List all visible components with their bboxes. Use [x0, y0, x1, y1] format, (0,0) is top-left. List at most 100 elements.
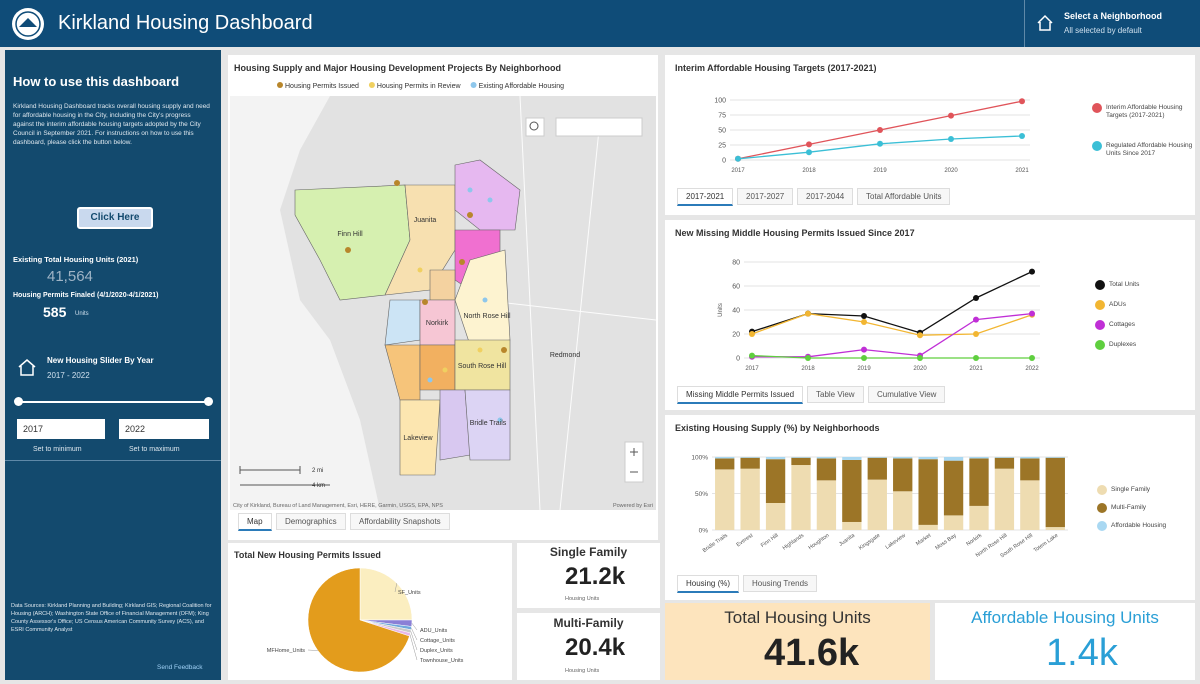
- slider-icon: [18, 359, 36, 376]
- data-point: [973, 331, 979, 337]
- map[interactable]: [230, 95, 657, 511]
- pie-label: Duplex_Units: [420, 648, 453, 654]
- x-tick-label: Houghton: [808, 533, 831, 552]
- series-line: [751, 271, 1033, 334]
- legend-marker: [1095, 340, 1105, 350]
- pie-label: Townhouse_Units: [420, 658, 464, 664]
- bar-segment: [842, 459, 862, 522]
- bar-segment: [765, 457, 786, 460]
- bar-segment: [918, 524, 938, 530]
- kpi-title: Affordable Housing Units: [971, 608, 1159, 627]
- map-label: Juanita: [414, 217, 437, 224]
- slider-track: [19, 401, 209, 403]
- tab[interactable]: Housing (%): [677, 575, 740, 593]
- data-point: [973, 295, 979, 301]
- tab[interactable]: Missing Middle Permits Issued: [677, 386, 804, 404]
- data-point: [1029, 355, 1035, 361]
- slider-title: New Housing Slider By Year: [47, 356, 154, 365]
- legend-label: Housing Permits in Review: [377, 83, 462, 90]
- data-point: [749, 352, 755, 359]
- bar-segment: [740, 457, 760, 469]
- bar-segment: [791, 457, 811, 458]
- legend-marker: [1097, 485, 1107, 495]
- legend-marker: [277, 82, 283, 88]
- bar-segment: [842, 457, 862, 460]
- bar-segment: [1020, 458, 1040, 481]
- x-tick-label: 2019: [857, 366, 871, 372]
- kpi-unit: Housing Units: [565, 668, 600, 674]
- y-tick-label: 25: [718, 143, 726, 150]
- data-point: [805, 310, 811, 317]
- tab[interactable]: Demographics: [276, 513, 346, 530]
- feedback-link[interactable]: Send Feedback: [157, 664, 203, 671]
- bar-segment: [715, 469, 735, 530]
- data-point: [877, 127, 883, 133]
- x-tick-label: 2020: [913, 366, 927, 372]
- bar-segment: [918, 459, 938, 525]
- y-tick-label: 100%: [691, 455, 708, 462]
- bar-segment: [994, 457, 1015, 469]
- data-point: [877, 140, 883, 147]
- scale-label: 2 mi: [312, 468, 323, 474]
- kpi-card: [517, 613, 660, 680]
- legend-label: ADUs: [1109, 301, 1126, 308]
- bar-segment: [893, 458, 913, 492]
- map-label: South Rose Hill: [458, 363, 507, 370]
- x-tick-label: 2021: [1015, 168, 1029, 174]
- x-tick-label: Lakeview: [885, 533, 907, 551]
- kpi-value: 41.6k: [764, 632, 860, 674]
- tab[interactable]: Affordability Snapshots: [350, 513, 450, 530]
- legend-label: Multi-Family: [1111, 504, 1147, 511]
- tab[interactable]: 2017-2021: [677, 188, 734, 206]
- tab[interactable]: Table View: [807, 386, 864, 403]
- tab[interactable]: Map: [238, 513, 272, 531]
- series-line: [751, 312, 1033, 336]
- legend-marker: [1097, 503, 1107, 513]
- description: Kirkland Housing Dashboard tracks overal…: [13, 103, 210, 146]
- tab[interactable]: 2017-2027: [737, 188, 794, 205]
- bar-segment: [994, 468, 1015, 530]
- bar-segment: [969, 457, 989, 459]
- legend-label: Affordable Housing: [1111, 522, 1167, 529]
- bar-segment: [867, 479, 887, 530]
- data-point: [735, 155, 741, 162]
- slider-handle[interactable]: [14, 397, 23, 406]
- set-max[interactable]: Set to maximum: [129, 446, 180, 453]
- leader-line: [409, 634, 418, 661]
- map-label: Redmond: [550, 352, 580, 359]
- x-tick-label: Norkirk: [965, 533, 983, 548]
- tab[interactable]: Housing Trends: [743, 575, 818, 592]
- map-title: Housing Supply and Major Housing Develop…: [234, 63, 562, 73]
- chart-title: Existing Housing Supply (%) by Neighborh…: [675, 423, 880, 433]
- kpi-title: Single Family: [549, 545, 628, 559]
- x-tick-label: 2017: [745, 366, 759, 372]
- map-label: Lakeview: [403, 435, 433, 442]
- min-input[interactable]: 2017: [17, 419, 105, 439]
- legend-marker: [1092, 103, 1102, 113]
- chart-title: Total New Housing Permits Issued: [234, 550, 381, 560]
- tab[interactable]: 2017-2044: [797, 188, 854, 205]
- tab[interactable]: Cumulative View: [868, 386, 946, 403]
- y-tick-label: 60: [732, 284, 740, 291]
- help-button[interactable]: Click Here: [77, 207, 153, 229]
- bar-segment: [816, 480, 837, 530]
- data-point: [806, 149, 812, 156]
- legend-marker: [1092, 141, 1102, 151]
- selector-title[interactable]: Select a Neighborhood: [1064, 11, 1163, 21]
- tab[interactable]: Total Affordable Units: [857, 188, 951, 205]
- bar-segment: [1045, 457, 1065, 528]
- map-label: North Rose Hill: [463, 313, 511, 320]
- x-tick-label: 2019: [873, 168, 887, 174]
- sidebar-heading: How to use this dashboard: [13, 74, 180, 89]
- set-min[interactable]: Set to minimum: [33, 446, 82, 453]
- x-tick-label: Totem Lake: [1033, 533, 1060, 554]
- max-input[interactable]: 2022: [119, 419, 209, 439]
- pie-slice: [307, 567, 410, 673]
- legend-label: Regulated Affordable Housing Units Since…: [1106, 142, 1193, 157]
- bar-segment: [1020, 457, 1040, 459]
- bar-segment: [943, 515, 964, 530]
- map-label: Bridle Trails: [470, 420, 507, 427]
- data-point: [861, 346, 867, 353]
- y-tick-label: 0: [736, 356, 740, 363]
- slider-handle[interactable]: [204, 397, 213, 406]
